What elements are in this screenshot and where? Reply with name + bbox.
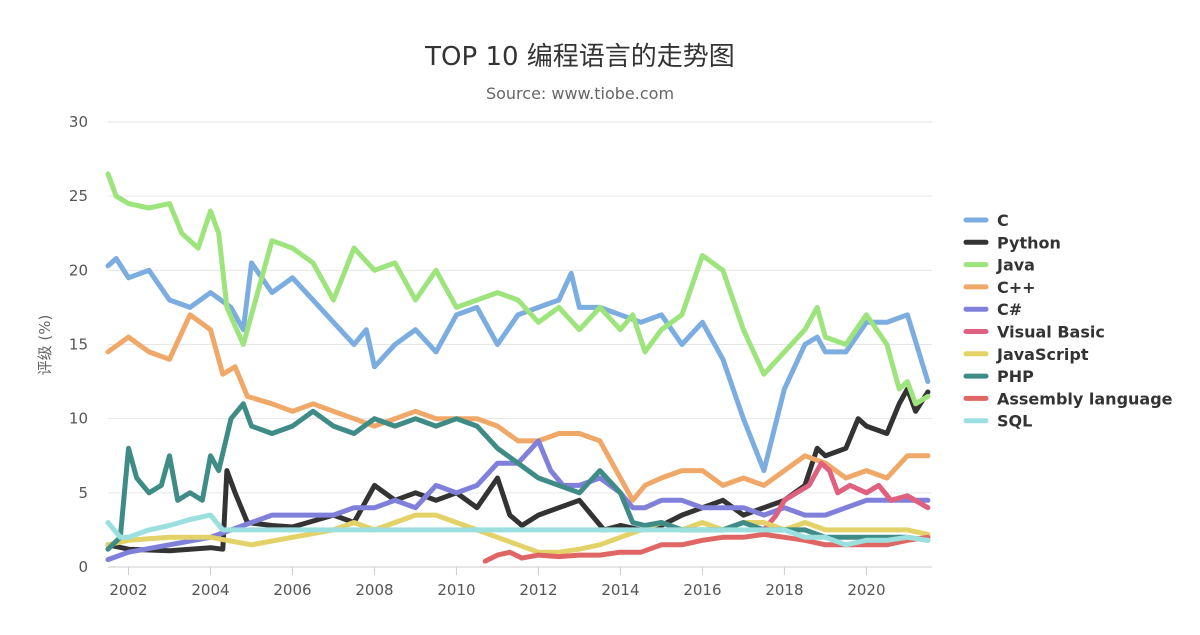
legend-item-javascript[interactable]: JavaScript: [963, 345, 1089, 364]
x-axis-ticks: 2002 2004 2006 2008 2010 2012 2014 2016 2018 2020: [109, 567, 886, 599]
y-tick-label: 15: [69, 336, 88, 354]
x-tick-label: 2014: [601, 581, 639, 599]
series-group: [105, 171, 931, 564]
series-line-c: [105, 312, 931, 503]
legend-label: Assembly language: [997, 389, 1173, 408]
x-tick-label: 2012: [519, 581, 557, 599]
legend-item-c[interactable]: C#: [963, 300, 1022, 319]
series-line-sql: [105, 512, 931, 548]
legend-label: Visual Basic: [997, 323, 1105, 342]
x-tick-label: 2008: [355, 581, 393, 599]
legend-label: PHP: [997, 367, 1034, 386]
y-tick-label: 25: [69, 187, 88, 205]
x-tick-label: 2002: [109, 581, 147, 599]
chart-subtitle: Source: www.tiobe.com: [486, 84, 674, 103]
legend-label: SQL: [997, 412, 1032, 431]
series-line-python: [105, 386, 931, 554]
series-line-visual-basic: [761, 460, 931, 533]
y-tick-label: 30: [69, 113, 88, 131]
x-tick-label: 2020: [847, 581, 885, 599]
legend-label: C++: [997, 278, 1036, 297]
chart-title: TOP 10 编程语言的走势图: [424, 42, 735, 72]
x-tick-label: 2018: [765, 581, 803, 599]
legend-label: JavaScript: [996, 345, 1089, 364]
x-tick-label: 2010: [437, 581, 475, 599]
legend-item-c[interactable]: C++: [963, 278, 1036, 297]
legend-item-java[interactable]: Java: [963, 256, 1035, 275]
y-tick-label: 20: [69, 261, 88, 279]
legend-item-visual-basic[interactable]: Visual Basic: [963, 323, 1105, 342]
legend-label: C: [997, 211, 1009, 230]
series-line-java: [105, 171, 931, 407]
y-axis-label: 评级 (%): [36, 315, 54, 376]
legend-label: C#: [997, 300, 1022, 319]
x-tick-label: 2006: [273, 581, 311, 599]
y-tick-label: 5: [78, 484, 88, 502]
y-tick-label: 10: [69, 410, 88, 428]
legend-item-c[interactable]: C: [963, 211, 1009, 230]
x-tick-label: 2016: [683, 581, 721, 599]
legend-label: Java: [996, 256, 1035, 275]
legend-item-sql[interactable]: SQL: [963, 412, 1032, 431]
legend[interactable]: C Python Java C++ C# Visual Basic JavaScript PH…: [963, 211, 1173, 431]
legend-label: Python: [997, 233, 1061, 252]
legend-item-php[interactable]: PHP: [963, 367, 1034, 386]
legend-item-assembly-language[interactable]: Assembly language: [963, 389, 1173, 408]
y-axis-ticks: 0 5 10 15 20 25 30: [69, 113, 88, 576]
x-tick-label: 2004: [191, 581, 229, 599]
legend-item-python[interactable]: Python: [963, 233, 1061, 252]
y-tick-label: 0: [78, 558, 88, 576]
series-line-c: [105, 256, 931, 474]
series-line-c: [105, 438, 931, 563]
